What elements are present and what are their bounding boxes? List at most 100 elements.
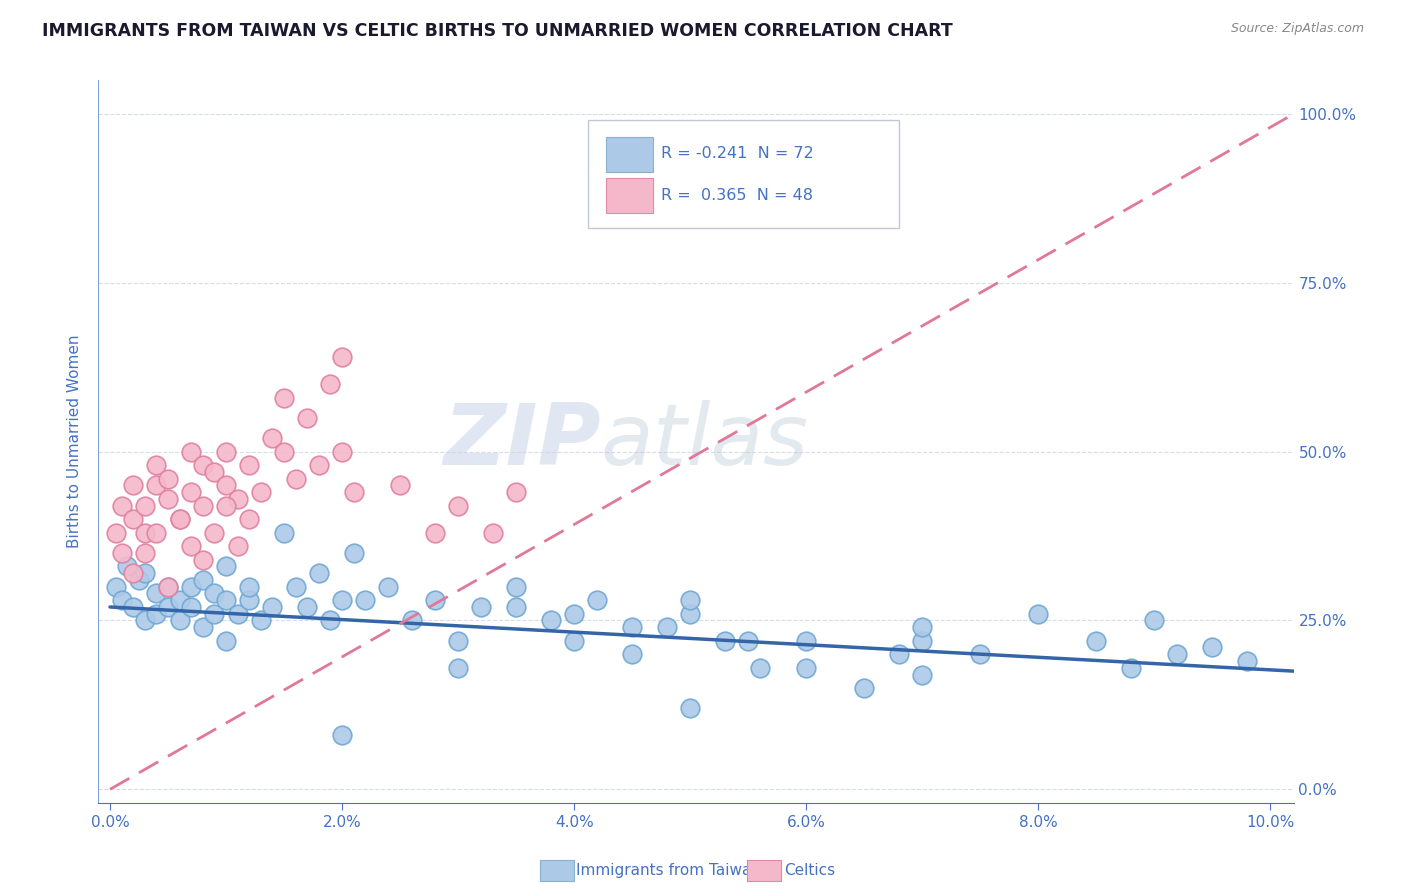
Point — [853, 681, 876, 695]
Point — [111, 499, 134, 513]
Point — [262, 431, 284, 445]
Point — [250, 614, 273, 628]
Point — [887, 647, 910, 661]
Point — [191, 499, 214, 513]
FancyBboxPatch shape — [606, 136, 652, 172]
Point — [714, 633, 737, 648]
Point — [128, 573, 150, 587]
Point — [505, 485, 527, 500]
Point — [134, 614, 156, 628]
Point — [447, 499, 470, 513]
Point — [1143, 614, 1166, 628]
Point — [204, 607, 226, 621]
Point — [215, 444, 238, 458]
Point — [204, 586, 226, 600]
Point — [180, 580, 202, 594]
Text: R =  0.365  N = 48: R = 0.365 N = 48 — [661, 188, 813, 203]
Point — [215, 559, 238, 574]
Point — [215, 478, 238, 492]
Point — [191, 552, 214, 566]
Point — [238, 458, 260, 472]
Point — [134, 525, 156, 540]
Text: ZIP: ZIP — [443, 400, 600, 483]
Point — [104, 580, 127, 594]
Point — [330, 728, 353, 742]
Point — [423, 525, 446, 540]
Point — [273, 525, 295, 540]
Point — [1026, 607, 1049, 621]
Point — [169, 512, 191, 526]
Point — [505, 580, 527, 594]
Point — [104, 525, 127, 540]
Point — [679, 701, 702, 715]
Point — [238, 512, 260, 526]
Point — [330, 593, 353, 607]
Point — [238, 593, 260, 607]
Point — [191, 458, 214, 472]
Text: atlas: atlas — [600, 400, 808, 483]
Text: Source: ZipAtlas.com: Source: ZipAtlas.com — [1230, 22, 1364, 36]
Point — [111, 593, 134, 607]
Point — [297, 599, 319, 614]
Point — [157, 491, 180, 506]
Point — [621, 647, 644, 661]
Point — [226, 607, 249, 621]
Point — [911, 620, 934, 634]
Point — [562, 607, 585, 621]
Point — [330, 444, 353, 458]
Point — [969, 647, 991, 661]
Point — [794, 633, 817, 648]
Point — [1166, 647, 1188, 661]
Point — [145, 607, 167, 621]
Text: R = -0.241  N = 72: R = -0.241 N = 72 — [661, 146, 814, 161]
Point — [145, 586, 167, 600]
Point — [447, 661, 470, 675]
Point — [470, 599, 492, 614]
Point — [145, 478, 167, 492]
Point — [284, 580, 307, 594]
Point — [423, 593, 446, 607]
Point — [238, 580, 260, 594]
Text: Celtics: Celtics — [785, 863, 835, 878]
Point — [447, 633, 470, 648]
Point — [540, 614, 562, 628]
Point — [122, 512, 145, 526]
Point — [134, 546, 156, 560]
Point — [122, 478, 145, 492]
Point — [111, 546, 134, 560]
Point — [215, 633, 238, 648]
Point — [1201, 640, 1223, 655]
Point — [273, 444, 295, 458]
Point — [1085, 633, 1108, 648]
Point — [794, 661, 817, 675]
Point — [215, 499, 238, 513]
Point — [737, 633, 759, 648]
Point — [330, 350, 353, 364]
Point — [117, 559, 139, 574]
Point — [562, 633, 585, 648]
Point — [319, 614, 342, 628]
FancyBboxPatch shape — [589, 120, 900, 228]
Point — [297, 411, 319, 425]
Point — [122, 599, 145, 614]
Point — [157, 580, 180, 594]
Point — [621, 620, 644, 634]
Point — [482, 525, 505, 540]
Point — [169, 512, 191, 526]
Point — [180, 599, 202, 614]
Point — [134, 499, 156, 513]
Point — [169, 593, 191, 607]
Y-axis label: Births to Unmarried Women: Births to Unmarried Women — [67, 334, 83, 549]
Point — [679, 593, 702, 607]
Point — [401, 614, 423, 628]
Point — [319, 377, 342, 392]
Point — [191, 620, 214, 634]
Point — [343, 485, 366, 500]
Point — [586, 593, 609, 607]
Point — [1119, 661, 1142, 675]
FancyBboxPatch shape — [606, 178, 652, 213]
Point — [180, 444, 202, 458]
Point — [308, 566, 330, 581]
Point — [911, 633, 934, 648]
Point — [377, 580, 399, 594]
